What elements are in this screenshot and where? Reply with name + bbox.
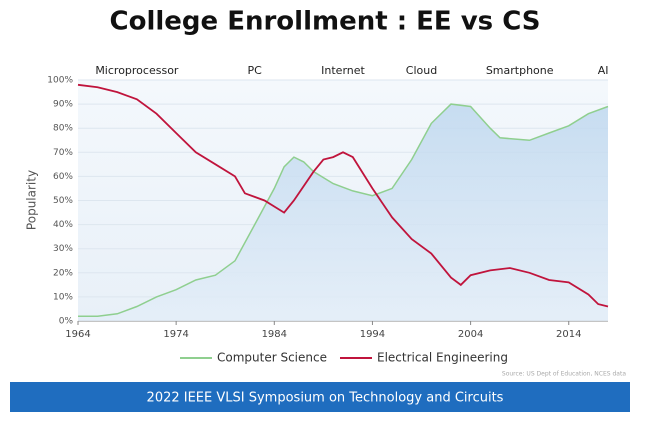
y-tick-label: 0% <box>59 317 74 327</box>
x-tick-label: 1994 <box>360 329 385 340</box>
x-tick-label: 1984 <box>262 329 287 340</box>
y-tick-label: 50% <box>53 196 73 206</box>
legend-label: Computer Science <box>217 351 327 365</box>
y-tick-label: 10% <box>53 292 73 302</box>
y-tick-label: 30% <box>53 244 73 254</box>
y-tick-label: 90% <box>53 100 73 110</box>
footer-text: 2022 IEEE VLSI Symposium on Technology a… <box>147 391 504 406</box>
y-tick-label: 100% <box>47 76 73 86</box>
x-tick-label: 1964 <box>65 329 90 340</box>
footer-band <box>10 382 630 412</box>
y-tick-label: 80% <box>53 124 73 134</box>
series-line <box>77 83 609 308</box>
x-tick-label: 2014 <box>556 329 581 340</box>
era-label: Smartphone <box>486 64 554 77</box>
y-tick-label: 70% <box>53 148 73 158</box>
source-note: Source: US Dept of Education, NCES data <box>502 371 626 378</box>
era-label: Internet <box>321 64 365 77</box>
era-label: PC <box>248 64 263 77</box>
era-label: AI <box>598 64 609 77</box>
legend-label: Electrical Engineering <box>377 351 508 365</box>
x-tick-label: 2004 <box>458 329 483 340</box>
chart-title: College Enrollment : EE vs CS <box>110 7 541 37</box>
y-tick-label: 40% <box>53 220 73 230</box>
series-line <box>78 103 609 317</box>
y-tick-label: 60% <box>53 172 73 182</box>
y-axis-label: Popularity <box>25 170 39 230</box>
series-area <box>78 104 608 321</box>
y-tick-label: 20% <box>53 268 73 278</box>
era-label: Cloud <box>406 64 437 77</box>
era-label: Microprocessor <box>95 64 179 77</box>
x-tick-label: 1974 <box>163 329 188 340</box>
